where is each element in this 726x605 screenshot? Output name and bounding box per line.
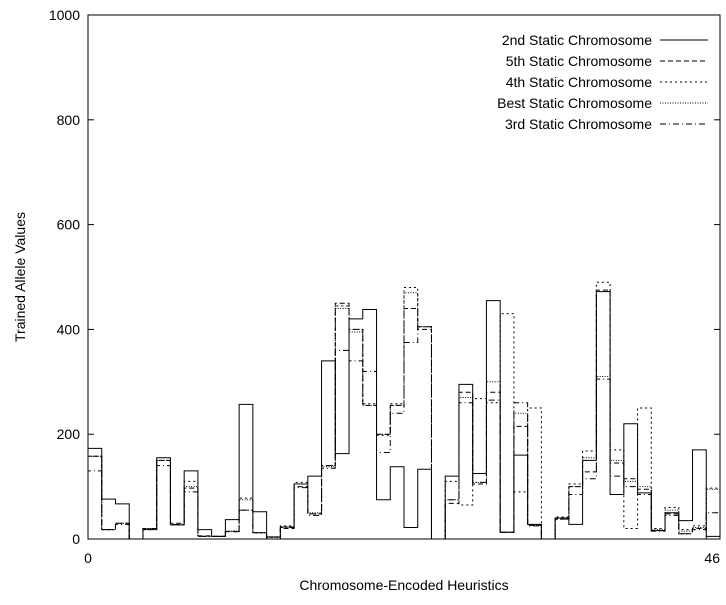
y-tick-label: 1000 xyxy=(49,7,80,23)
axis-ticks: 0 200 400 600 800 1000 0 46 xyxy=(49,7,721,566)
legend-label-3: 4th Static Chromosome xyxy=(506,74,652,90)
legend: 2nd Static Chromosome 5th Static Chromoso… xyxy=(497,32,708,132)
y-tick-label: 0 xyxy=(72,531,80,547)
x-tick-label: 0 xyxy=(84,550,92,566)
legend-label-5: 3rd Static Chromosome xyxy=(505,116,652,132)
y-tick-label: 800 xyxy=(57,112,81,128)
series-5-line xyxy=(87,326,720,540)
plot-frame xyxy=(87,14,721,540)
y-axis-title: Trained Allele Values xyxy=(12,212,28,342)
legend-label-4: Best Static Chromosome xyxy=(497,95,652,111)
y-tick-label: 200 xyxy=(57,426,81,442)
legend-label-1: 2nd Static Chromosome xyxy=(502,32,652,48)
x-axis-title: Chromosome-Encoded Heuristics xyxy=(299,577,508,593)
series-layer xyxy=(87,281,720,540)
legend-label-2: 5th Static Chromosome xyxy=(506,53,652,69)
y-tick-label: 400 xyxy=(57,321,81,337)
x-tick-label: 46 xyxy=(704,550,720,566)
y-tick-label: 600 xyxy=(57,217,81,233)
